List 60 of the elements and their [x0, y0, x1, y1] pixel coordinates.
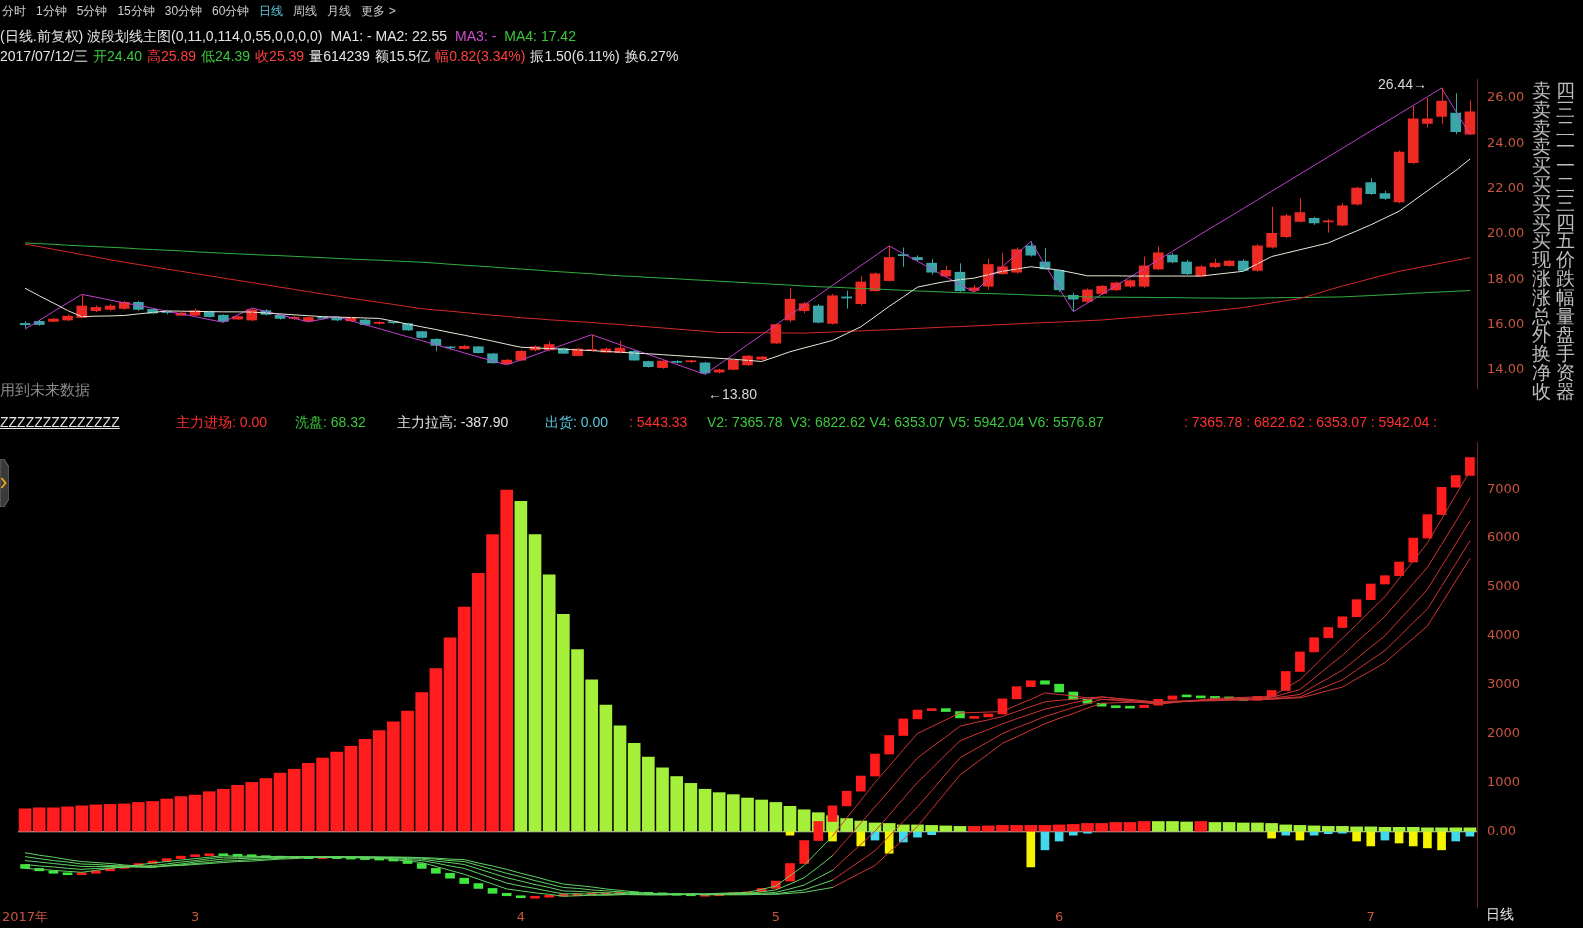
y-tick-label: 4000 [1487, 627, 1521, 643]
text: V2: 7365.78 [707, 414, 783, 431]
y-tick-label: 7000 [1487, 480, 1521, 496]
text: 额15.5亿 [374, 48, 431, 65]
x-tick-label: 5 [771, 909, 780, 925]
text: 周线 [293, 4, 318, 19]
text: MA3: - [455, 28, 497, 45]
text: 60分钟 [212, 4, 250, 19]
text: MA4: 17.42 [504, 28, 576, 45]
text: 换6.27% [624, 48, 679, 65]
text: : 7365.78 : 6822.62 : 6353.07 : 5942.04 : [1184, 414, 1437, 431]
y-tick-label: 2000 [1487, 724, 1521, 740]
text: ZZZZZZZZZZZZZZ [0, 414, 120, 431]
text: 日线 [259, 4, 284, 19]
text: (日线.前复权) 波段划线主图(0,11,0,114,0,55,0,0,0,0) [0, 28, 323, 45]
x-tick-label: 6 [1054, 909, 1064, 925]
y-tick-label: 0.00 [1487, 822, 1516, 838]
text: 开24.40 [92, 48, 143, 65]
text: 量614239 [309, 48, 370, 65]
annotation: 用到未来数据 [0, 381, 90, 399]
x-tick-label: 7 [1366, 909, 1375, 925]
text: 高25.89 [147, 48, 197, 65]
y-tick-label: 3000 [1487, 676, 1521, 692]
y-tick-label: 22.00 [1487, 179, 1525, 195]
text: 15分钟 [117, 4, 155, 19]
y-tick-label: 18.00 [1487, 270, 1525, 286]
x-tick-label: 4 [516, 909, 525, 925]
y-tick-label: 26.00 [1487, 89, 1525, 105]
y-tick-label: 14.00 [1487, 361, 1525, 377]
text: 收25.39 [255, 48, 305, 65]
text: : 5443.33 [629, 414, 688, 431]
y-tick-label: 5000 [1487, 578, 1521, 594]
x-tick-label: 2017年 [2, 909, 49, 925]
text: 四三二一一二三四五价跌幅量盘手资器 [1555, 80, 1575, 402]
y-tick-label: 16.00 [1487, 315, 1525, 331]
text: 幅0.82(3.34%) [435, 48, 526, 65]
text: 振1.50(6.11%) [530, 48, 620, 65]
annotation: 26.44→ [1378, 76, 1428, 93]
text: 30分钟 [164, 4, 203, 19]
text: MA1: - MA2: 22.55 [330, 28, 448, 45]
y-tick-label: 24.00 [1487, 134, 1525, 150]
text: 主力拉高: -387.90 [397, 414, 509, 431]
y-tick-label: 1000 [1487, 773, 1521, 789]
text: V3: 6822.62 V4: 6353.07 V5: 5942.04 V6: 5576.87 [790, 414, 1104, 431]
text: 卖卖卖卖买买买买买现涨涨总外换净收 [1531, 80, 1551, 402]
text: 低24.39 [201, 48, 251, 65]
x-tick-label: 3 [190, 909, 200, 925]
text: 分时 [2, 4, 26, 19]
text: 2017/07/12/三 [0, 48, 88, 65]
annotation: ←13.80 [708, 386, 758, 403]
text: 日线 [1486, 906, 1514, 923]
text: 1分钟 [36, 4, 67, 19]
text: 出货: 0.00 [545, 414, 609, 431]
y-tick-label: 6000 [1487, 529, 1521, 545]
text: 5分钟 [76, 4, 108, 19]
text: 主力进场: 0.00 [176, 414, 268, 431]
text: 更多 > [361, 4, 396, 19]
text: 月线 [327, 4, 352, 19]
y-tick-label: 20.00 [1487, 225, 1525, 241]
text: 洗盘: 68.32 [295, 414, 366, 431]
